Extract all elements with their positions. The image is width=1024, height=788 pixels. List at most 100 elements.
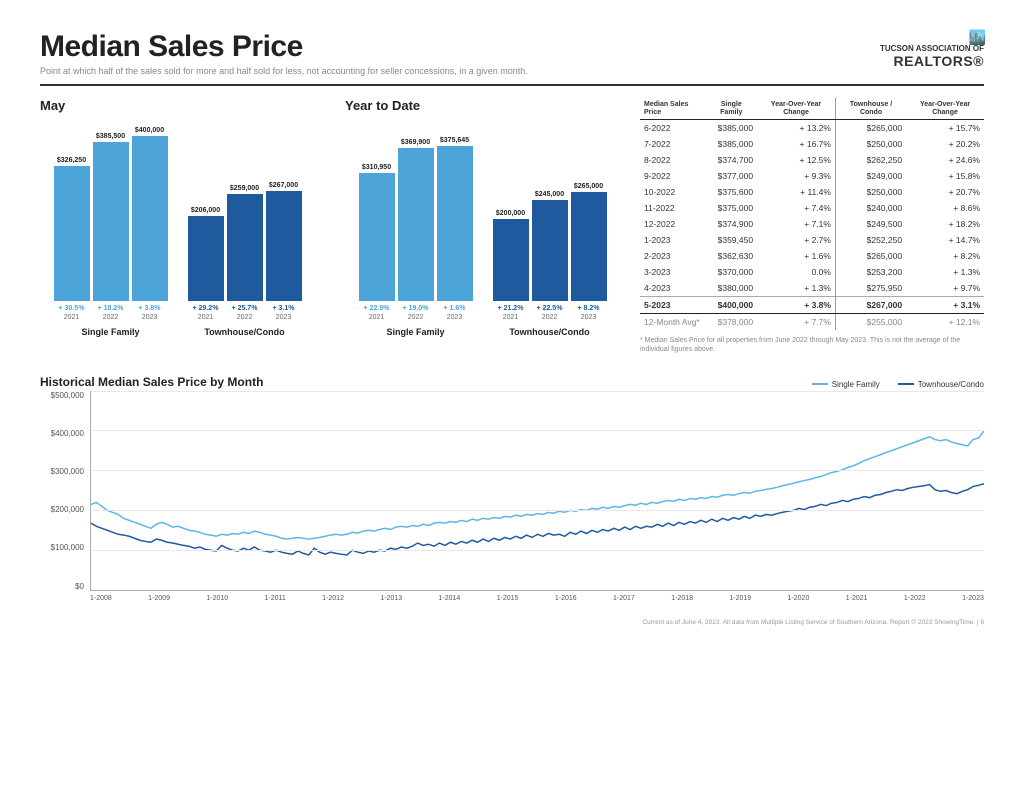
data-table-column: Median Sales PriceSingle FamilyYear-Over… [640, 98, 984, 355]
x-tick-label: 1-2013 [380, 595, 402, 611]
x-tick-label: 1-2019 [729, 595, 751, 611]
x-tick-label: 1-2008 [90, 595, 112, 611]
bar: $267,000 [266, 182, 302, 301]
bar-value-label: $245,000 [535, 191, 564, 198]
bar-year-row: 202120222023 [493, 312, 607, 321]
table-cell: $375,600 [705, 184, 757, 200]
bar-group-label: Townhouse/Condo [204, 327, 284, 337]
table-cell: $374,700 [705, 152, 757, 168]
table-cell: 12-Month Avg* [640, 314, 705, 331]
table-cell: 5-2023 [640, 297, 705, 314]
y-tick-label: $500,000 [40, 391, 84, 400]
bar: $369,900 [398, 139, 434, 301]
bar-value-label: $375,645 [440, 137, 469, 144]
y-tick-label: $300,000 [40, 467, 84, 476]
table-cell: $385,000 [705, 120, 757, 137]
x-tick-label: 1-2011 [265, 595, 286, 611]
bar-year: 2022 [227, 314, 263, 321]
table-cell: 1-2023 [640, 232, 705, 248]
bar-rect [437, 146, 473, 301]
y-tick-label: $200,000 [40, 505, 84, 514]
bar-year: 2022 [532, 314, 568, 321]
table-header-cell: Year-Over-Year Change [757, 98, 835, 120]
table-cell: $378,000 [705, 314, 757, 331]
line-chart-section: Historical Median Sales Price by Month S… [40, 375, 984, 611]
bar-rect [54, 166, 90, 301]
table-cell: + 3.1% [906, 297, 984, 314]
x-tick-label: 1-2015 [497, 595, 519, 611]
bar-year: 2022 [93, 314, 129, 321]
table-cell: 12-2022 [640, 216, 705, 232]
table-cell: + 7.4% [757, 200, 835, 216]
bar-rect [493, 219, 529, 302]
bar-year: 2023 [132, 314, 168, 321]
table-cell: $359,450 [705, 232, 757, 248]
table-cell: $253,200 [835, 264, 906, 280]
bar-panel: Year to Date$310,950$369,900$375,645+ 22… [345, 98, 620, 337]
bar-panel-title: May [40, 98, 315, 113]
bar: $326,250 [54, 157, 90, 301]
gridline [91, 391, 984, 392]
y-tick-label: $100,000 [40, 543, 84, 552]
table-cell: 8-2022 [640, 152, 705, 168]
bar-value-label: $400,000 [135, 127, 164, 134]
table-header-cell: Single Family [705, 98, 757, 120]
bar-group: $200,000$245,000$265,000+ 21.2%+ 22.5%+ … [493, 121, 607, 337]
bar-year: 2023 [266, 314, 302, 321]
page-subtitle: Point at which half of the sales sold fo… [40, 66, 528, 76]
table-cell: + 3.8% [757, 297, 835, 314]
x-axis-labels: 1-20081-20091-20101-20111-20121-20131-20… [90, 591, 984, 611]
bar-pct: + 18.2% [93, 305, 129, 312]
legend-item: Townhouse/Condo [898, 380, 984, 389]
bar: $259,000 [227, 185, 263, 301]
bar-group: $310,950$369,900$375,645+ 22.9%+ 19.0%+ … [359, 121, 473, 337]
table-cell: + 11.4% [757, 184, 835, 200]
x-tick-label: 1-2021 [846, 595, 868, 611]
bar-pct: + 1.6% [437, 305, 473, 312]
table-cell: $380,000 [705, 280, 757, 297]
bar-group-label: Townhouse/Condo [509, 327, 589, 337]
bar-year-row: 202120222023 [359, 312, 473, 321]
legend-label: Townhouse/Condo [918, 380, 984, 389]
bar-year-row: 202120222023 [188, 312, 302, 321]
header-divider [40, 84, 984, 86]
table-cell: + 24.6% [906, 152, 984, 168]
bar-charts-column: May $326,250$385,500 $400,000 + 30.5%+ 18.2… [40, 98, 620, 355]
bar-pct: + 30.5% [54, 305, 90, 312]
table-cell: + 1.3% [757, 280, 835, 297]
table-cell: + 12.5% [757, 152, 835, 168]
table-cell: $262,250 [835, 152, 906, 168]
bar-rect [93, 142, 129, 301]
table-cell: $362,630 [705, 248, 757, 264]
title-block: Median Sales Price Point at which half o… [40, 30, 528, 76]
table-cell: $265,000 [835, 248, 906, 264]
bar: $375,645 [437, 137, 473, 301]
bar-chart-row: May $326,250$385,500 $400,000 + 30.5%+ 18.2… [40, 98, 620, 337]
x-tick-label: 1-2023 [962, 595, 984, 611]
bar-panel-title: Year to Date [345, 98, 620, 113]
table-cell: + 18.2% [906, 216, 984, 232]
line-chart-legend: Single FamilyTownhouse/Condo [812, 380, 984, 389]
x-tick-label: 1-2022 [904, 595, 926, 611]
table-row: 2-2023$362,630+ 1.6%$265,000+ 8.2% [640, 248, 984, 264]
table-row: 8-2022$374,700+ 12.5%$262,250+ 24.6% [640, 152, 984, 168]
bar-year: 2023 [571, 314, 607, 321]
realtors-logo: 🏙️ TUCSON ASSOCIATION OF REALTORS® [880, 30, 984, 70]
table-cell: + 9.7% [906, 280, 984, 297]
page-header: Median Sales Price Point at which half o… [40, 30, 984, 76]
skyline-icon: 🏙️ [880, 30, 984, 45]
gridline [91, 470, 984, 471]
bars-container: $310,950$369,900$375,645 [359, 121, 473, 301]
plot-area [90, 391, 984, 591]
table-header-row: Median Sales PriceSingle FamilyYear-Over… [640, 98, 984, 120]
line-series [91, 430, 984, 538]
table-header-cell: Median Sales Price [640, 98, 705, 120]
table-cell: $275,950 [835, 280, 906, 297]
table-cell: + 20.7% [906, 184, 984, 200]
table-cell: + 15.8% [906, 168, 984, 184]
table-cell: $255,000 [835, 314, 906, 331]
x-tick-label: 1-2020 [788, 595, 810, 611]
bar-rect [132, 136, 168, 301]
bar: $385,500 [93, 133, 129, 301]
bar: $245,000 [532, 191, 568, 301]
